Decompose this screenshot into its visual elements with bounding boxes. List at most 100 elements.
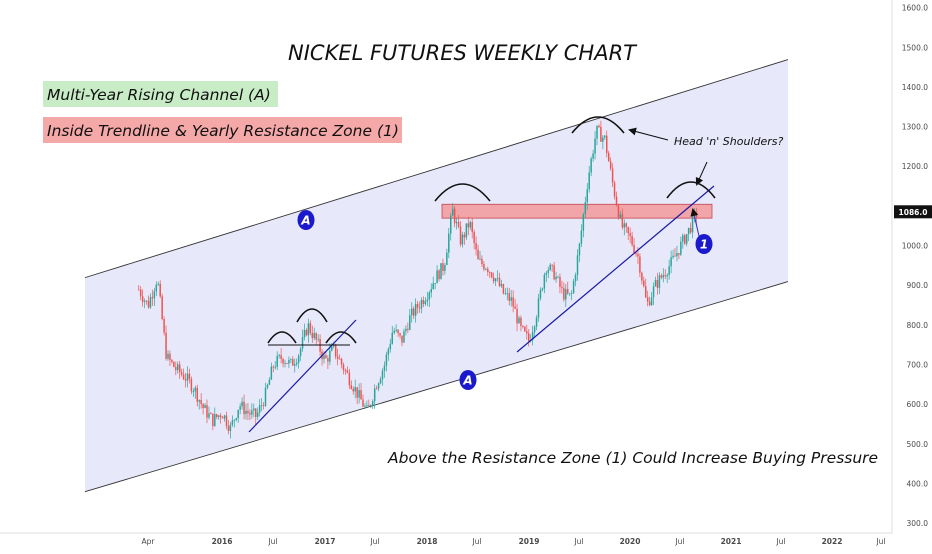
candle-body: [192, 391, 195, 393]
candle-body: [625, 223, 627, 228]
candle-82: [297, 354, 300, 369]
candle-16: [169, 350, 171, 366]
candle-223: [572, 278, 575, 295]
candle-21: [178, 360, 181, 379]
candle-body: [219, 415, 222, 418]
candle-body: [391, 332, 393, 344]
candle-body: [500, 284, 503, 286]
candle-135: [401, 335, 403, 347]
marker-a-lower: A: [459, 370, 477, 390]
candle-169: [467, 216, 470, 236]
candle-body: [414, 303, 417, 316]
arc-head-2019: [571, 116, 625, 134]
candle-body: [305, 329, 308, 336]
candle-117: [366, 400, 368, 408]
candle-body: [526, 331, 528, 334]
candle-body: [217, 415, 220, 418]
candle-body: [424, 301, 427, 304]
candle-204: [535, 315, 538, 331]
candle-body: [212, 413, 214, 426]
candle-body: [619, 214, 622, 218]
candle-body: [385, 354, 388, 366]
candle-183: [494, 277, 497, 286]
candle-body: [178, 364, 181, 373]
candle-120: [372, 399, 374, 410]
candle-242: [609, 157, 612, 171]
candle-123: [377, 382, 380, 392]
candle-206: [539, 287, 542, 301]
candle-body: [528, 333, 530, 342]
candle-161: [451, 203, 454, 216]
candle-body: [364, 405, 366, 407]
candle-34: [204, 403, 206, 409]
candle-body: [182, 374, 185, 380]
channel-lower-line: [84, 281, 789, 493]
candle-body: [664, 275, 666, 277]
candle-body: [270, 366, 273, 380]
candle-43: [221, 415, 224, 419]
candle-68: [270, 362, 273, 380]
candle-body: [243, 401, 245, 415]
candle-211: [549, 263, 551, 272]
candle-263: [650, 291, 653, 307]
candle-110: [352, 386, 354, 395]
candle-267: [658, 272, 661, 295]
candle-body: [334, 344, 337, 357]
candle-body: [325, 355, 327, 359]
candle-4: [145, 300, 148, 305]
candle-78: [290, 358, 292, 364]
candle-163: [455, 217, 458, 230]
candle-58: [251, 403, 253, 419]
candle-213: [553, 261, 555, 281]
candle-40: [216, 413, 218, 420]
candle-body: [167, 353, 169, 359]
time-tick-label: 2017: [315, 537, 336, 546]
candle-body: [202, 404, 204, 409]
marker-1-text: 1: [700, 238, 708, 252]
candle-159: [448, 227, 450, 259]
candle-body: [565, 289, 567, 300]
candle-body: [342, 364, 345, 371]
candle-body: [340, 358, 343, 365]
candle-202: [531, 325, 534, 346]
candle-body: [457, 222, 460, 227]
candle-body: [590, 158, 592, 173]
candle-260: [645, 278, 647, 299]
candle-7: [151, 289, 154, 306]
price-tick-label: 300.0: [907, 519, 929, 528]
candle-221: [568, 293, 571, 297]
marker-1-shape: [695, 234, 713, 254]
candle-body: [255, 408, 257, 417]
candle-234: [594, 131, 596, 160]
candle-5: [147, 295, 150, 309]
candle-140: [411, 302, 413, 323]
candle-body: [253, 408, 255, 411]
arc-right-shoulder-2016: [325, 331, 357, 344]
time-tick-label: Jul: [267, 537, 277, 546]
candle-body: [520, 317, 522, 326]
candle-45: [225, 411, 228, 430]
candle-170: [469, 220, 471, 231]
candle-body: [266, 384, 269, 388]
candle-18: [173, 361, 175, 368]
candle-body: [245, 410, 247, 415]
candle-body: [141, 296, 144, 302]
candle-body: [574, 274, 577, 282]
candle-body: [233, 419, 236, 421]
price-axis: 1600.0 1500.0 1400.0 1300.0 1200.0 1000.0 900.…: [891, 0, 932, 533]
candle-155: [440, 263, 442, 280]
candle-body: [580, 230, 583, 244]
candle-body: [502, 284, 505, 294]
candle-body: [198, 400, 200, 402]
candle-91: [315, 332, 317, 346]
candle-body: [459, 226, 462, 245]
candle-body: [662, 275, 665, 278]
candle-65: [264, 382, 267, 407]
candle-99: [331, 342, 333, 352]
candle-body: [516, 308, 518, 324]
candle-body: [656, 280, 659, 288]
candle-259: [643, 276, 645, 288]
candle-181: [490, 271, 493, 279]
candle-body: [672, 255, 674, 258]
